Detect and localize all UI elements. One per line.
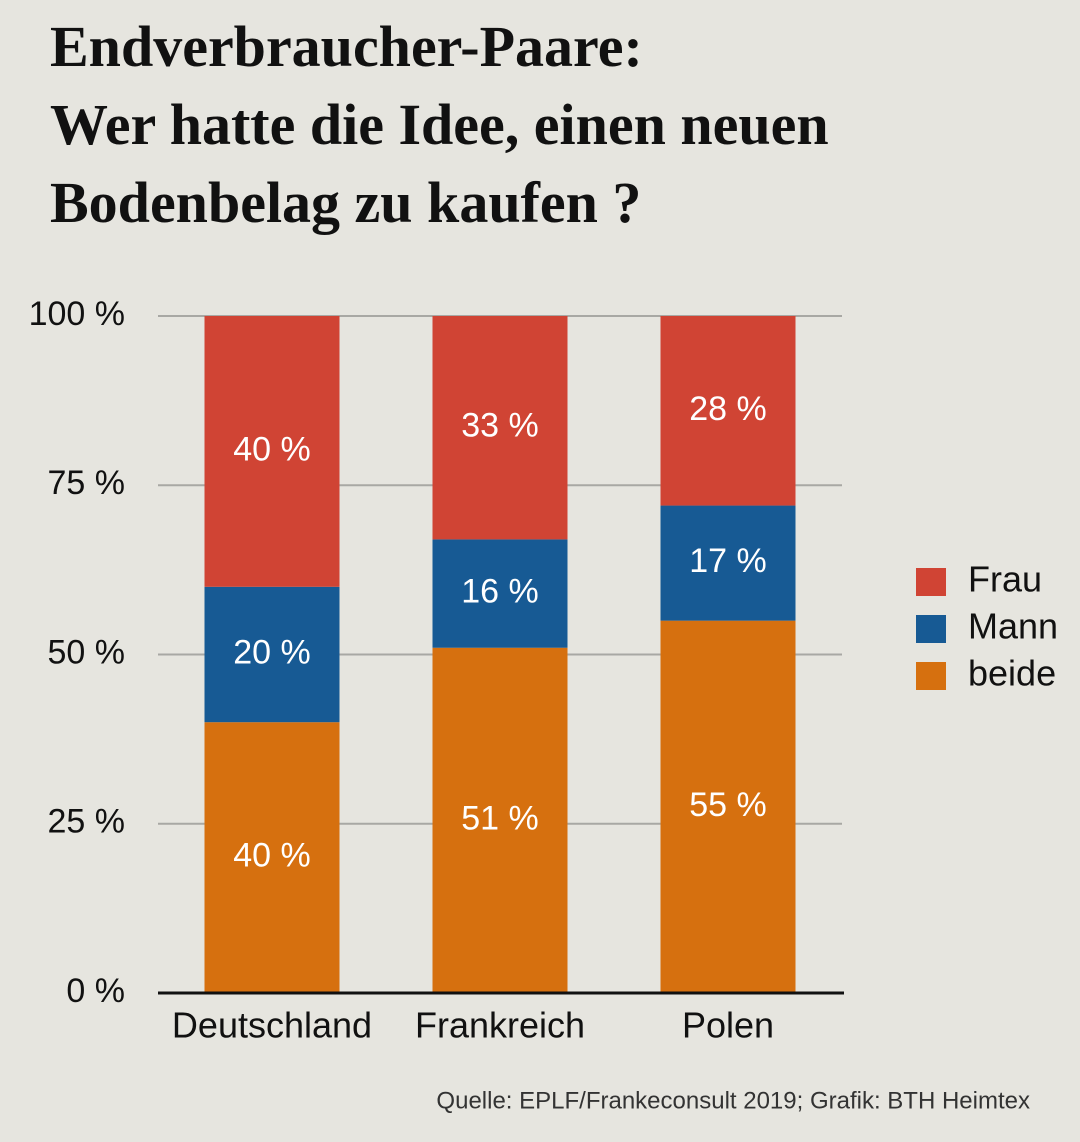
legend-label: Frau — [968, 559, 1042, 600]
y-tick-label: 100 % — [29, 295, 125, 333]
data-label: 40 % — [233, 430, 311, 468]
y-tick-label: 0 % — [66, 972, 125, 1010]
legend-swatch — [916, 568, 946, 596]
chart-title: Endverbraucher-Paare: — [50, 14, 643, 79]
data-label: 28 % — [689, 390, 767, 428]
bar-segment — [660, 620, 796, 993]
chart-title: Wer hatte die Idee, einen neuen — [50, 92, 829, 157]
bar-segment — [204, 722, 340, 993]
data-label: 51 % — [461, 799, 539, 837]
bar-segment — [204, 316, 340, 587]
x-tick-label: Deutschland — [172, 1005, 372, 1046]
bar-segment — [204, 586, 340, 723]
data-label: 20 % — [233, 633, 311, 671]
legend-swatch — [916, 615, 946, 643]
x-tick-label: Frankreich — [415, 1005, 585, 1046]
chart-title: Bodenbelag zu kaufen ? — [50, 170, 641, 235]
data-label: 33 % — [461, 407, 539, 445]
bar-segment — [432, 539, 568, 648]
source-note: Quelle: EPLF/Frankeconsult 2019; Grafik:… — [436, 1087, 1030, 1114]
legend-label: Mann — [968, 606, 1058, 647]
bar-segment — [432, 647, 568, 993]
bar-segment — [660, 316, 796, 506]
y-tick-label: 25 % — [48, 803, 126, 841]
legend-swatch — [916, 662, 946, 690]
data-label: 55 % — [689, 786, 767, 824]
bar-segment — [660, 505, 796, 621]
x-tick-label: Polen — [682, 1005, 774, 1046]
data-label: 17 % — [689, 542, 767, 580]
y-tick-label: 75 % — [48, 464, 126, 502]
legend-label: beide — [968, 653, 1056, 694]
data-label: 40 % — [233, 837, 311, 875]
y-tick-label: 50 % — [48, 633, 126, 671]
bar-segment — [432, 316, 568, 540]
data-label: 16 % — [461, 573, 539, 611]
